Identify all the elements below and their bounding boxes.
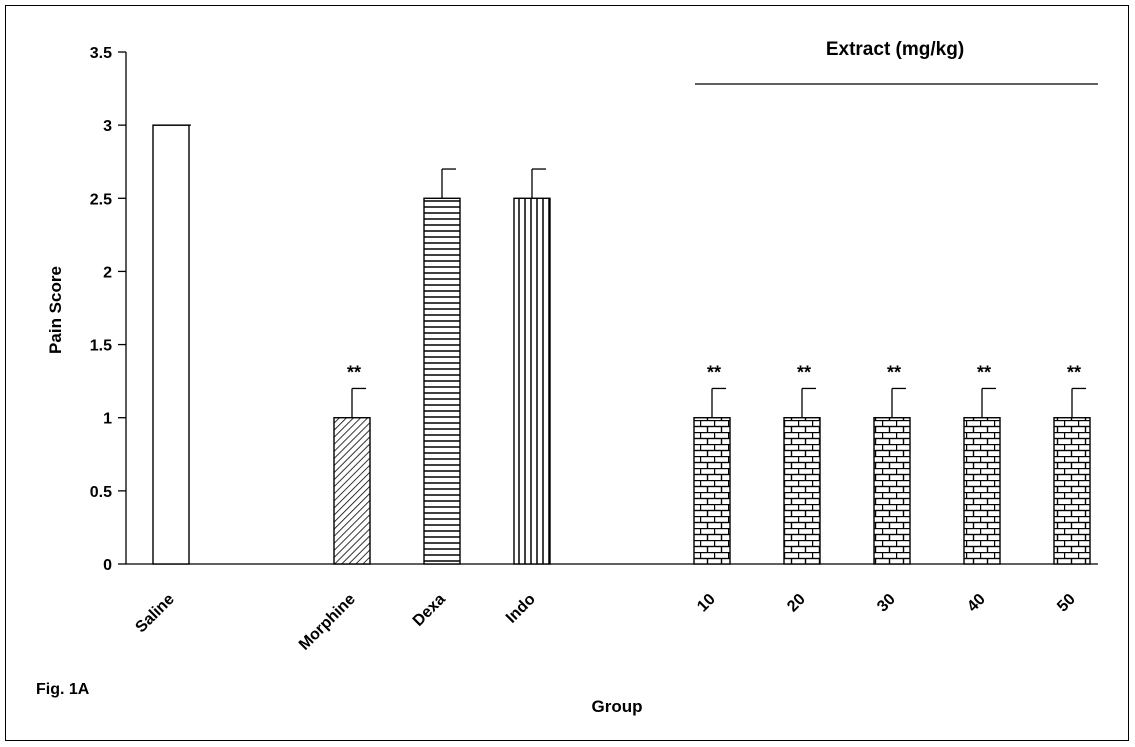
y-tick-label: 3 — [103, 118, 112, 135]
bar-morphine — [333, 417, 371, 565]
x-tick-label: 50 — [1054, 591, 1079, 616]
y-tick-label: 1.5 — [90, 338, 112, 355]
y-tick-label: 2.5 — [90, 191, 112, 208]
category-labels: Saline Morphine Dexa Indo 10 20 30 40 50 — [132, 591, 1078, 654]
y-tick-label: 3.5 — [90, 45, 112, 62]
bar-indo — [513, 197, 551, 565]
y-tick-label: 0 — [103, 557, 112, 574]
significance-marker: ** — [1067, 362, 1081, 382]
significance-marker: ** — [347, 362, 361, 382]
x-tick-label: Indo — [503, 591, 539, 627]
x-tick-label: Dexa — [410, 591, 449, 630]
x-tick-label: 40 — [964, 591, 989, 616]
bar-30 — [873, 417, 911, 565]
bar-50 — [1053, 417, 1091, 565]
figure-frame — [5, 5, 1129, 741]
x-tick-label: 30 — [874, 591, 899, 616]
bar-10 — [693, 417, 731, 565]
x-tick-label: 20 — [784, 591, 809, 616]
extract-annotation: Extract (mg/kg) — [826, 39, 964, 60]
x-tick-label: Saline — [132, 591, 177, 636]
y-axis: 0 0.5 1 1.5 2 2.5 3 3.5 — [90, 45, 127, 574]
bar-saline — [152, 124, 190, 565]
y-tick-label: 0.5 — [90, 484, 112, 501]
bar-20 — [783, 417, 821, 565]
bars: ** ** ** ** ** ** — [152, 124, 1091, 565]
significance-marker: ** — [707, 362, 721, 382]
significance-marker: ** — [977, 362, 991, 382]
y-axis-title: Pain Score — [46, 266, 65, 354]
x-tick-label: Morphine — [296, 591, 359, 654]
x-tick-label: 10 — [694, 591, 719, 616]
bar-40 — [963, 417, 1001, 565]
y-tick-label: 1 — [103, 411, 112, 428]
bar-dexa — [423, 197, 461, 565]
x-axis-title: Group — [592, 697, 643, 716]
significance-marker: ** — [797, 362, 811, 382]
figure-label: Fig. 1A — [36, 681, 90, 698]
significance-marker: ** — [887, 362, 901, 382]
y-tick-label: 2 — [103, 264, 112, 281]
